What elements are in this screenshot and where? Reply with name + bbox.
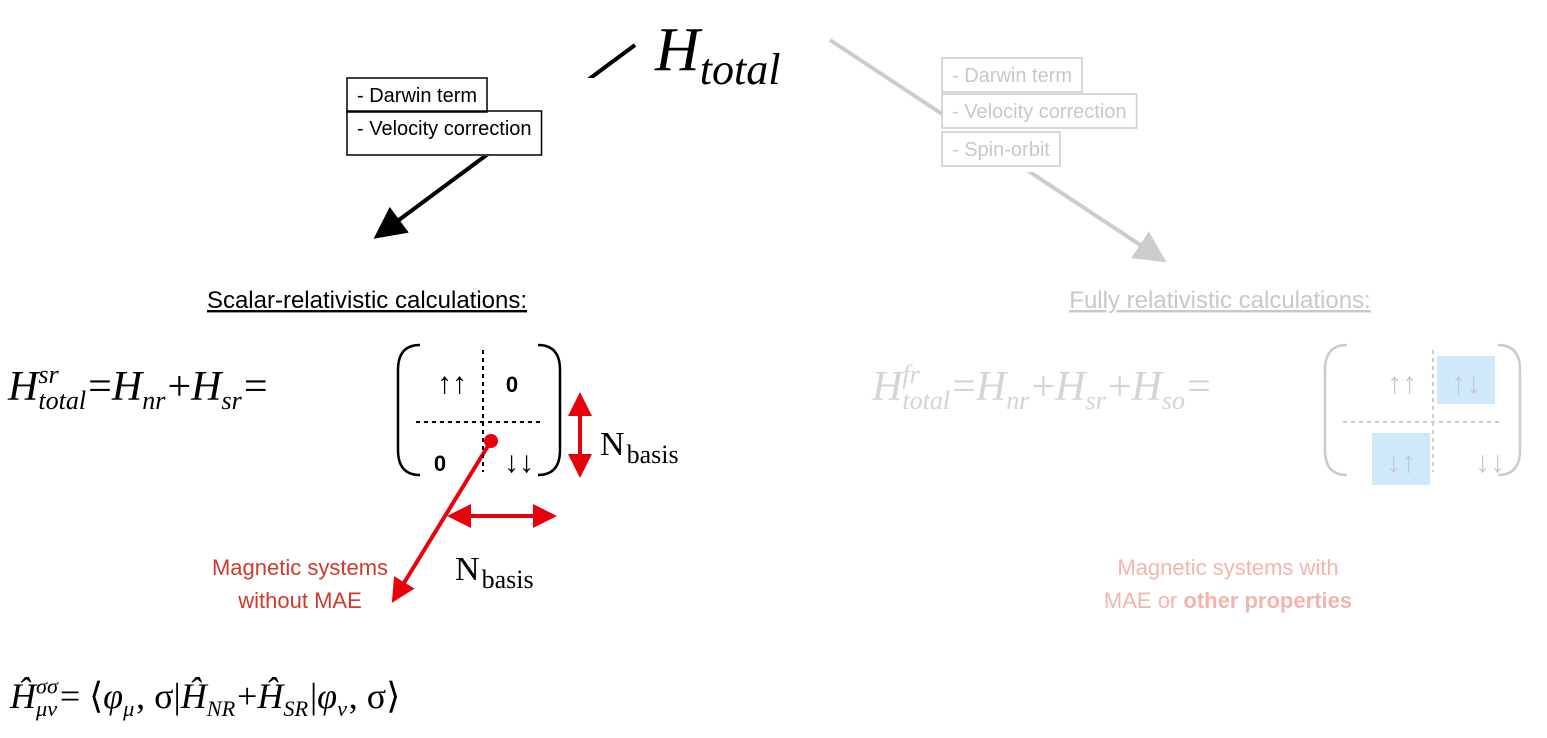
math: + — [1031, 364, 1055, 410]
math: H — [975, 364, 1009, 410]
arrow — [391, 439, 493, 603]
math: Ĥ — [9, 676, 38, 716]
math: basis — [482, 565, 534, 594]
cell-highlight — [1372, 433, 1430, 485]
term-bg — [942, 58, 1210, 172]
math: , σ| — [136, 676, 181, 716]
math: | — [310, 676, 317, 716]
term: - Velocity correction — [952, 101, 1127, 123]
term-box — [346, 110, 543, 156]
matrix-cell: 0 — [506, 372, 518, 397]
note: Magnetic systems — [212, 555, 388, 580]
term: - Darwin term — [357, 85, 477, 107]
math: basis — [627, 440, 679, 469]
math: SR — [283, 696, 308, 721]
math: sr — [38, 360, 59, 389]
math: H — [111, 364, 145, 410]
matrix-cell: ↓↓ — [504, 446, 534, 479]
math: H — [1131, 364, 1165, 410]
math: sr — [1085, 386, 1106, 415]
term-box — [346, 77, 488, 113]
math: H — [190, 364, 224, 410]
math: so — [1162, 386, 1185, 415]
math: Ĥ — [256, 676, 285, 716]
math: = — [952, 364, 976, 410]
math: H — [871, 364, 905, 410]
note-part: Magnetic systems with — [1117, 555, 1338, 580]
math: + — [237, 676, 257, 716]
math: H — [7, 364, 41, 410]
bracket — [1323, 343, 1348, 477]
math: = — [88, 364, 112, 410]
math: nr — [1006, 386, 1030, 415]
heading: Scalar-relativistic calculations: — [207, 287, 527, 314]
math: = ⟨ — [60, 676, 103, 716]
math: H — [654, 16, 703, 84]
term: - Spin-orbit — [952, 139, 1050, 161]
heading: Fully relativistic calculations: — [1069, 287, 1370, 314]
matrix-cell: 0 — [434, 451, 446, 476]
math: μ — [122, 696, 134, 721]
cell-highlight — [1437, 356, 1495, 404]
matrix-cell: ↓↓ — [1475, 446, 1505, 479]
term-bg — [347, 78, 612, 156]
dot — [484, 434, 498, 448]
math: + — [1108, 364, 1132, 410]
math: H — [1054, 364, 1088, 410]
math: + — [167, 364, 191, 410]
math: sr — [221, 386, 242, 415]
math: σσ — [36, 674, 59, 699]
term-box — [941, 57, 1083, 93]
math: total — [38, 386, 86, 415]
matrix-cell: ↓↑ — [1386, 446, 1416, 479]
math: total — [700, 45, 781, 94]
term: - Darwin term — [952, 65, 1072, 87]
math: N — [600, 426, 625, 463]
math: total — [902, 386, 950, 415]
bracket — [537, 343, 562, 477]
math: φ — [103, 676, 123, 716]
matrix-cell: ↑↓ — [1451, 367, 1481, 400]
bracket — [396, 343, 421, 477]
math: , σ⟩ — [349, 676, 400, 716]
math: = — [1187, 364, 1211, 410]
math: Ĥ — [180, 676, 209, 716]
math: = — [244, 364, 268, 410]
math: N — [455, 551, 480, 588]
math: φ — [317, 676, 337, 716]
note: MAE or other properties — [1104, 588, 1352, 613]
bracket — [1497, 343, 1522, 477]
matrix-cell: ↑↑ — [437, 367, 467, 400]
note: without MAE — [237, 588, 362, 613]
math: fr — [902, 360, 920, 389]
math: μν — [35, 696, 57, 721]
term-box — [941, 93, 1138, 129]
term: - Velocity correction — [357, 118, 532, 140]
note-part: other properties — [1183, 588, 1352, 613]
math: NR — [206, 696, 236, 721]
matrix-cell: ↑↑ — [1387, 367, 1417, 400]
math: ν — [337, 696, 347, 721]
term-box — [941, 131, 1061, 167]
note: Magnetic systems with — [1117, 555, 1338, 580]
math: nr — [142, 386, 166, 415]
note-part: MAE or — [1104, 588, 1183, 613]
